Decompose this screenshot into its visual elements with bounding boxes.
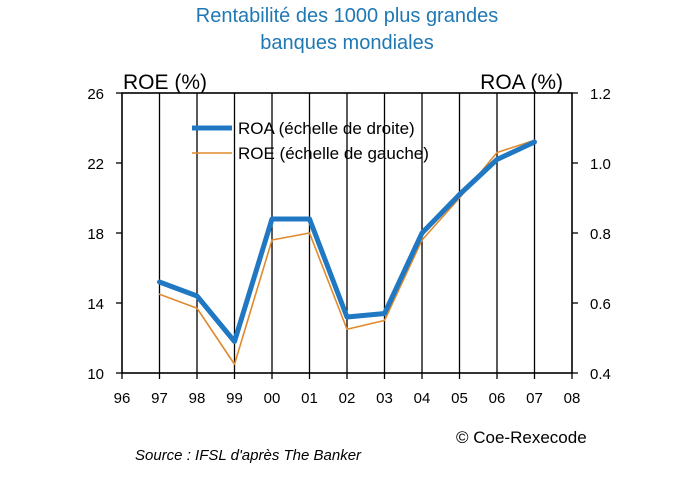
x-tick-label: 08 [564,390,581,407]
y-right-tick-label: 1.2 [590,86,611,103]
legend: ROA (échelle de droite) ROE (échelle de … [192,119,429,163]
y-left-tick-label: 22 [87,156,104,173]
x-tick-label: 05 [451,390,468,407]
legend-label-roa: ROA (échelle de droite) [238,119,415,138]
legend-label-roe: ROE (échelle de gauche) [238,144,429,163]
chart-title-line-1: Rentabilité des 1000 plus grandes [196,5,498,27]
y-left-tick-label: 14 [87,296,104,313]
x-tick-label: 98 [189,390,206,407]
y-right-axis-title: ROA (%) [480,71,563,94]
x-tick-label: 96 [114,390,131,407]
x-tick-label: 06 [489,390,506,407]
y-left-axis-title: ROE (%) [123,71,207,94]
x-tick-label: 07 [526,390,543,407]
y-left-tick-label: 18 [87,226,104,243]
y-left-axis: 26 22 18 14 10 [87,86,122,383]
y-right-tick-label: 0.4 [590,366,611,383]
source-note: Source : IFSL d'après The Banker [135,447,362,464]
series-line-roa [157,139,537,344]
y-right-tick-label: 1.0 [590,156,611,173]
series-layer [157,139,537,366]
x-tick-label: 97 [151,390,168,407]
x-tick-label: 99 [226,390,243,407]
y-right-tick-label: 0.8 [590,226,611,243]
x-tick-label: 00 [264,390,281,407]
x-tick-label: 01 [301,390,318,407]
y-left-tick-label: 26 [87,86,104,103]
copyright-note: © Coe-Rexecode [456,428,587,447]
x-tick-label: 03 [376,390,393,407]
y-right-tick-label: 0.6 [590,296,611,313]
x-axis: 96 97 98 99 00 01 02 03 04 05 06 07 08 [114,373,581,407]
x-tick-label: 02 [339,390,356,407]
x-tick-label: 04 [414,390,431,407]
y-left-tick-label: 10 [87,366,104,383]
plot-frame [121,92,573,374]
chart-title-line-2: banques mondiales [260,32,433,54]
y-right-axis: 1.2 1.0 0.8 0.6 0.4 [572,86,611,383]
